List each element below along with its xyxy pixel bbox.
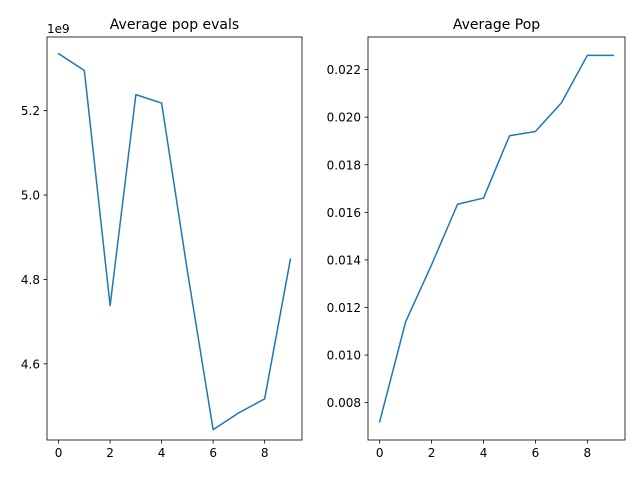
y-tick-label: 0.016 [327,206,361,220]
x-tick-label: 2 [428,446,436,460]
x-tick-label: 6 [532,446,540,460]
y-tick-label: 0.008 [327,396,361,410]
y-tick-label: 4.8 [21,273,40,287]
x-tick-label: 2 [106,446,114,460]
axes-frame [367,36,626,441]
marks [378,54,615,423]
x-tick-label: 8 [584,446,592,460]
ticks: 0 2 4 6 8 0.008 0.010 0.012 0.014 0.016 0.018 0.020… [327,63,592,460]
x-tick-label: 0 [376,446,384,460]
y-tick-label: 0.022 [327,63,361,77]
x-tick-label: 4 [480,446,488,460]
x-tick-label: 0 [55,446,63,460]
x-tick-label: 8 [261,446,269,460]
chart-title: Average pop evals [110,17,239,33]
y-tick-label: 0.020 [327,111,361,125]
x-tick-label: 4 [158,446,166,460]
y-tick-label: 5.2 [21,104,40,118]
y-tick-label: 0.018 [327,158,361,172]
y-tick-label: 5.0 [21,189,40,203]
marks [57,52,292,431]
axes-frame [46,36,303,441]
y-tick-label: 0.014 [327,253,361,267]
y-tick-label: 0.010 [327,349,361,363]
chart-title: Average Pop [453,17,540,33]
series-line [57,52,292,431]
y-offset-label: 1e9 [47,22,70,36]
x-tick-label: 6 [209,446,217,460]
chart-average-pop-evals: Average pop evals 1e9 0 2 4 6 8 4.6 4.8 5.0 5.2 [21,17,303,460]
ticks: 0 2 4 6 8 4.6 4.8 5.0 5.2 [21,104,269,460]
y-tick-label: 4.6 [21,357,40,371]
chart-average-pop: Average Pop 0 2 4 6 8 0.008 0.010 0.012 0.014 0.0… [327,17,626,460]
series-line [378,54,615,423]
y-tick-label: 0.012 [327,301,361,315]
